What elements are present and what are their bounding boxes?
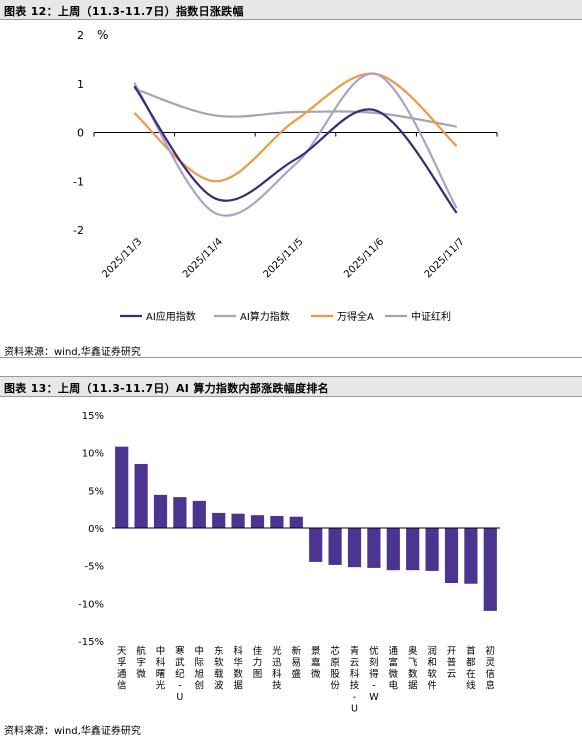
figure13-source: 资料来源：wind,华鑫证券研究 bbox=[4, 726, 141, 737]
x-tick-label: 科华数据 bbox=[233, 645, 243, 692]
bar bbox=[270, 515, 284, 528]
figure12-bottom-rule bbox=[0, 357, 582, 358]
x-tick-label: 初灵信息 bbox=[486, 645, 496, 692]
x-tick-label: 佳力图 bbox=[253, 645, 263, 680]
figure13-title: 图表 13：上周（11.3-11.7日）AI 算力指数内部涨跌幅度排名 bbox=[4, 382, 329, 395]
y-tick-label: 0% bbox=[88, 524, 104, 535]
x-tick-label: 中科曙光 bbox=[156, 645, 166, 692]
x-tick-label: 芯原股份 bbox=[330, 645, 340, 692]
x-tick-label: 2025/11/6 bbox=[342, 236, 386, 280]
x-tick-label: 通富微电 bbox=[389, 646, 399, 692]
bar bbox=[386, 528, 400, 571]
x-tick-label: 景嘉微 bbox=[311, 646, 321, 680]
x-tick-label: 光迅科技 bbox=[272, 645, 282, 692]
bar bbox=[483, 528, 497, 611]
y-tick-label: 0 bbox=[77, 127, 84, 140]
x-tick-label: 奥飞数据 bbox=[408, 645, 418, 692]
legend-label: 中证红利 bbox=[411, 310, 451, 323]
y-tick-label: -5% bbox=[85, 562, 104, 573]
bar bbox=[173, 497, 187, 528]
x-tick-label: 2025/11/7 bbox=[423, 236, 467, 280]
y-tick-label: 15% bbox=[82, 411, 104, 422]
y-tick-label: -10% bbox=[78, 599, 104, 610]
bar bbox=[289, 516, 303, 528]
x-tick-label: 首都在线 bbox=[466, 645, 476, 692]
x-tick-label: 寒武纪-U bbox=[175, 645, 185, 703]
bar bbox=[153, 494, 168, 528]
bar bbox=[192, 500, 206, 528]
x-tick-label: 新易盛 bbox=[292, 645, 302, 680]
y-tick-label: 2 bbox=[77, 29, 84, 42]
x-tick-label: 2025/11/3 bbox=[100, 236, 144, 280]
figure12-line-chart: 2 1 0 -1 -2% 2025/11/3 2025/11/4 2025/11/5 2025/… bbox=[73, 28, 498, 323]
bar bbox=[309, 528, 323, 562]
y-unit-label: % bbox=[97, 28, 108, 42]
y-tick-label: 5% bbox=[88, 486, 104, 497]
legend-label: AI算力指数 bbox=[240, 310, 290, 323]
bar bbox=[250, 515, 265, 528]
bar bbox=[464, 528, 478, 584]
x-tick-label: 润和软件 bbox=[427, 645, 437, 692]
x-tick-label: 航宇微 bbox=[136, 645, 146, 680]
y-tick-label: 10% bbox=[82, 449, 104, 460]
y-tick-label: -1 bbox=[73, 175, 84, 188]
bar bbox=[212, 512, 226, 528]
figure12-title: 图表 12：上周（11.3-11.7日）指数日涨跌幅 bbox=[4, 5, 244, 18]
y-tick-label: -2 bbox=[73, 224, 84, 237]
figure13-header: 图表 13：上周（11.3-11.7日）AI 算力指数内部涨跌幅度排名 bbox=[0, 376, 582, 397]
x-tick-label: 开普云 bbox=[447, 646, 457, 680]
series-line-2 bbox=[133, 72, 458, 183]
bar bbox=[444, 528, 459, 583]
x-tick-label: 青云科技-U bbox=[350, 645, 360, 715]
y-tick-label: 1 bbox=[77, 78, 84, 91]
series-line-3 bbox=[133, 87, 457, 128]
bar bbox=[115, 446, 129, 528]
bar bbox=[328, 528, 342, 565]
bar bbox=[367, 528, 381, 568]
bar bbox=[406, 528, 420, 571]
legend-label: AI应用指数 bbox=[146, 310, 196, 323]
series-line-0 bbox=[133, 85, 458, 214]
x-tick-label: 2025/11/5 bbox=[262, 236, 306, 280]
bar bbox=[231, 513, 245, 528]
bar bbox=[134, 463, 148, 528]
legend-label: 万得全A bbox=[337, 310, 374, 323]
x-tick-label: 优刻得-W bbox=[369, 645, 379, 703]
figure12-header: 图表 12：上周（11.3-11.7日）指数日涨跌幅 bbox=[0, 0, 582, 20]
bar bbox=[425, 528, 439, 571]
x-tick-label: 东软载波 bbox=[214, 645, 224, 692]
figure12-source: 资料来源：wind,华鑫证券研究 bbox=[4, 347, 141, 358]
x-tick-label: 中际旭创 bbox=[195, 645, 205, 692]
bar bbox=[347, 528, 362, 568]
x-tick-label: 天孚通信 bbox=[117, 646, 127, 692]
y-tick-label: -15% bbox=[78, 637, 104, 648]
x-tick-label: 2025/11/4 bbox=[181, 236, 225, 280]
series-line-1 bbox=[133, 72, 458, 217]
